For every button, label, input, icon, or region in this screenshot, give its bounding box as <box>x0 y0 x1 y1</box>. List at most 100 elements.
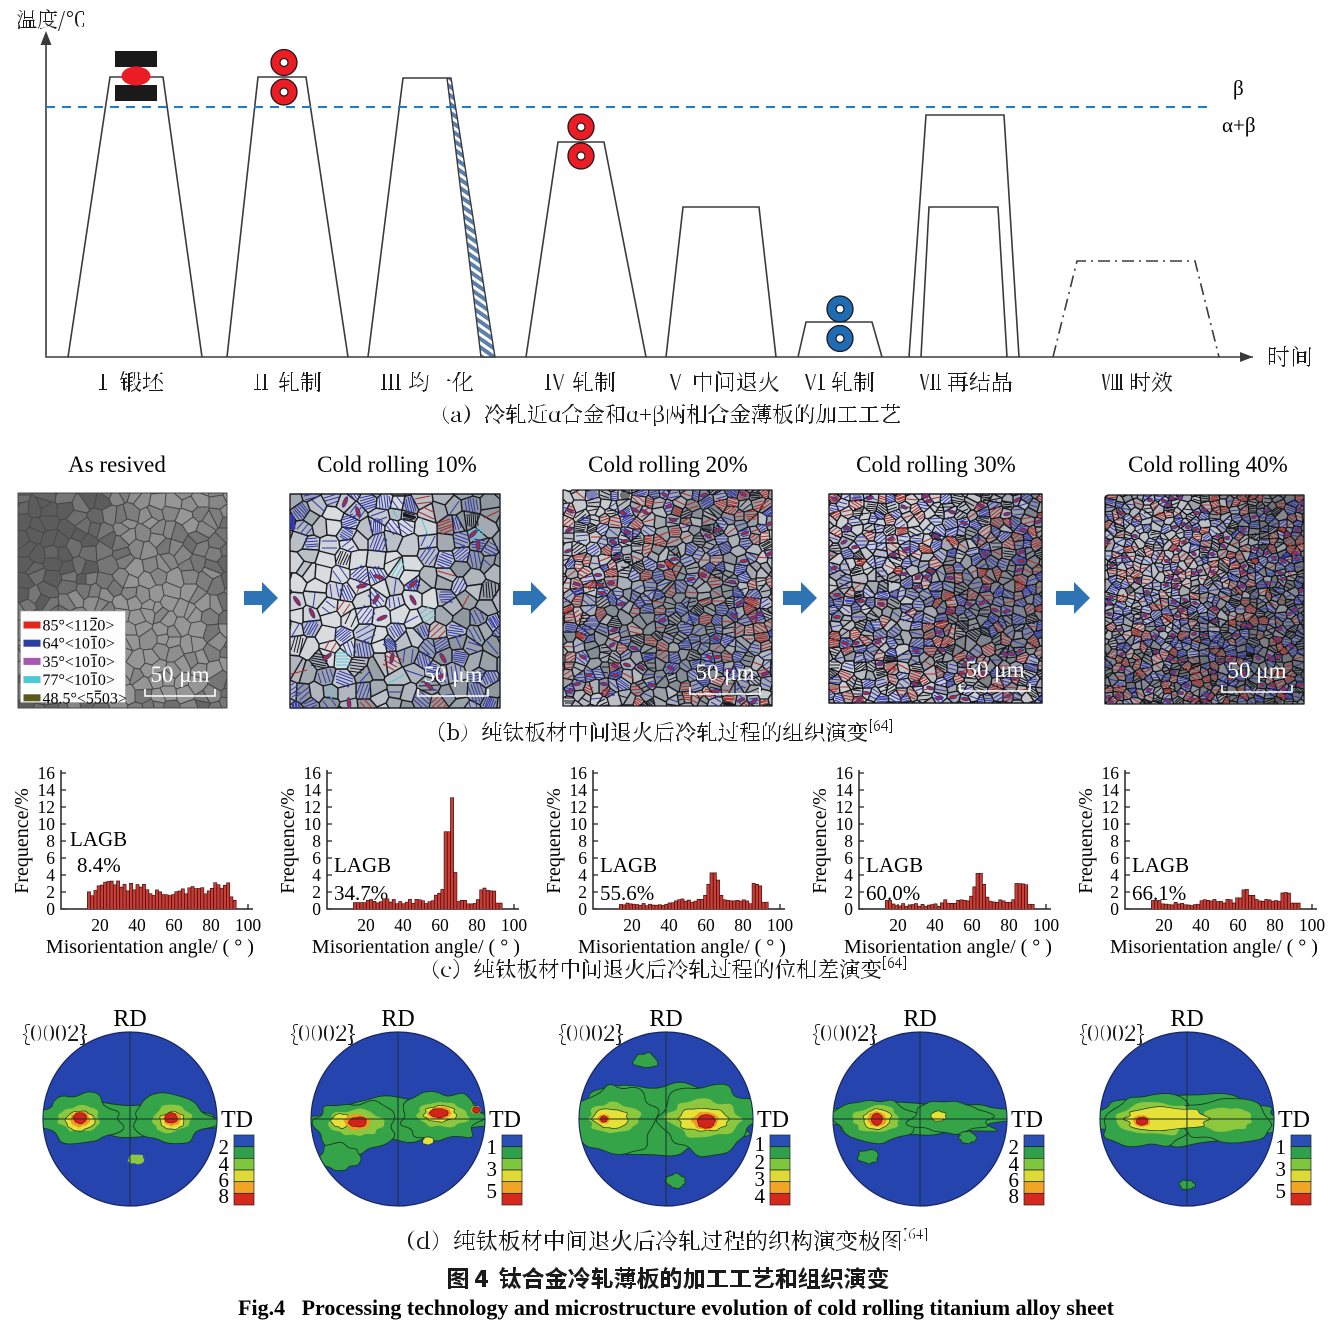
svg-text:20: 20 <box>623 915 641 935</box>
svg-text:3: 3 <box>1276 1157 1287 1181</box>
svg-text:40: 40 <box>128 915 146 935</box>
svg-text:LAGB: LAGB <box>866 853 923 877</box>
svg-text:20: 20 <box>357 915 375 935</box>
svg-text:4: 4 <box>219 1152 230 1176</box>
svg-text:60.0%: 60.0% <box>866 881 920 905</box>
svg-text:50 μm: 50 μm <box>151 662 210 687</box>
svg-text:60: 60 <box>165 915 183 935</box>
svg-text:TD: TD <box>757 1107 789 1133</box>
svg-text:4: 4 <box>844 865 853 885</box>
svg-text:8: 8 <box>1009 1184 1020 1208</box>
svg-text:2: 2 <box>578 882 587 902</box>
svg-text:6: 6 <box>578 848 587 868</box>
svg-text:64°<1010>: 64°<1010> <box>43 636 115 653</box>
svg-text:40: 40 <box>926 915 944 935</box>
svg-text:4: 4 <box>312 865 321 885</box>
svg-text:10: 10 <box>570 814 588 834</box>
svg-text:6: 6 <box>844 848 853 868</box>
svg-text:LAGB: LAGB <box>1132 853 1189 877</box>
svg-text:6: 6 <box>312 848 321 868</box>
svg-text:16: 16 <box>1102 763 1120 783</box>
svg-text:LAGB: LAGB <box>600 853 657 877</box>
svg-text:100: 100 <box>767 915 794 935</box>
svg-text:12: 12 <box>38 797 56 817</box>
svg-text:Frequence/%: Frequence/% <box>11 788 33 894</box>
svg-text:20: 20 <box>1155 915 1173 935</box>
svg-text:100: 100 <box>1033 915 1060 935</box>
svg-text:As resived: As resived <box>68 452 166 477</box>
svg-text:8: 8 <box>844 831 853 851</box>
svg-text:Cold rolling 40%: Cold rolling 40% <box>1128 452 1288 477</box>
svg-text:10: 10 <box>836 814 854 834</box>
svg-text:14: 14 <box>570 780 588 800</box>
svg-text:50 μm: 50 μm <box>966 657 1025 682</box>
svg-text:6: 6 <box>219 1168 230 1192</box>
svg-text:2: 2 <box>219 1135 230 1159</box>
svg-text:RD: RD <box>649 1006 682 1032</box>
svg-text:8.4%: 8.4% <box>77 853 121 877</box>
svg-text:48.5°<5503>: 48.5°<5503> <box>43 690 127 707</box>
svg-text:8: 8 <box>1110 831 1119 851</box>
svg-text:Frequence/%: Frequence/% <box>809 788 831 894</box>
svg-text:TD: TD <box>1278 1107 1310 1133</box>
svg-text:12: 12 <box>836 797 854 817</box>
svg-text:8: 8 <box>312 831 321 851</box>
svg-text:RD: RD <box>381 1006 414 1032</box>
svg-text:4: 4 <box>1009 1152 1020 1176</box>
svg-text:80: 80 <box>1266 915 1284 935</box>
svg-text:12: 12 <box>304 797 322 817</box>
svg-text:0: 0 <box>46 899 55 919</box>
svg-text:Frequence/%: Frequence/% <box>543 788 565 894</box>
svg-text:8: 8 <box>578 831 587 851</box>
svg-text:10: 10 <box>38 814 56 834</box>
svg-text:20: 20 <box>889 915 907 935</box>
svg-text:100: 100 <box>501 915 528 935</box>
svg-text:2: 2 <box>844 882 853 902</box>
svg-text:12: 12 <box>1102 797 1120 817</box>
svg-text:55.6%: 55.6% <box>600 881 654 905</box>
svg-text:14: 14 <box>304 780 322 800</box>
svg-text:RD: RD <box>1170 1006 1203 1032</box>
svg-text:0: 0 <box>578 899 587 919</box>
svg-text:2: 2 <box>46 882 55 902</box>
svg-text:2: 2 <box>1110 882 1119 902</box>
svg-text:5: 5 <box>487 1179 498 1203</box>
svg-text:0: 0 <box>1110 899 1119 919</box>
svg-text:Misorientation angle/ ( ° ): Misorientation angle/ ( ° ) <box>46 936 254 958</box>
svg-text:2: 2 <box>1009 1135 1020 1159</box>
svg-text:100: 100 <box>1299 915 1326 935</box>
svg-text:40: 40 <box>394 915 412 935</box>
svg-text:RD: RD <box>113 1006 146 1032</box>
svg-text:RD: RD <box>903 1006 936 1032</box>
svg-text:LAGB: LAGB <box>334 853 391 877</box>
svg-text:4: 4 <box>578 865 587 885</box>
svg-text:4: 4 <box>46 865 55 885</box>
svg-text:TD: TD <box>489 1107 521 1133</box>
svg-text:Cold rolling 30%: Cold rolling 30% <box>856 452 1016 477</box>
svg-text:3: 3 <box>755 1167 766 1191</box>
svg-text:LAGB: LAGB <box>70 827 127 851</box>
svg-text:16: 16 <box>570 763 588 783</box>
svg-text:α+β: α+β <box>1222 113 1256 137</box>
svg-text:5: 5 <box>1276 1179 1287 1203</box>
svg-text:Misorientation angle/ ( ° ): Misorientation angle/ ( ° ) <box>578 936 786 958</box>
svg-text:50 μm: 50 μm <box>696 660 755 685</box>
svg-text:2: 2 <box>755 1150 766 1174</box>
svg-text:50 μm: 50 μm <box>424 662 483 687</box>
svg-text:Misorientation angle/ ( ° ): Misorientation angle/ ( ° ) <box>1110 936 1318 958</box>
svg-text:0: 0 <box>312 899 321 919</box>
svg-text:2: 2 <box>312 882 321 902</box>
svg-text:80: 80 <box>734 915 752 935</box>
svg-text:1: 1 <box>755 1132 766 1156</box>
svg-text:60: 60 <box>697 915 715 935</box>
svg-text:0: 0 <box>844 899 853 919</box>
svg-text:34.7%: 34.7% <box>334 881 388 905</box>
svg-text:16: 16 <box>304 763 322 783</box>
svg-text:6: 6 <box>46 848 55 868</box>
svg-text:TD: TD <box>221 1107 253 1133</box>
svg-text:80: 80 <box>1000 915 1018 935</box>
svg-text:β: β <box>1233 76 1244 100</box>
svg-text:12: 12 <box>570 797 588 817</box>
svg-text:8: 8 <box>46 831 55 851</box>
svg-text:50 μm: 50 μm <box>1228 658 1287 683</box>
